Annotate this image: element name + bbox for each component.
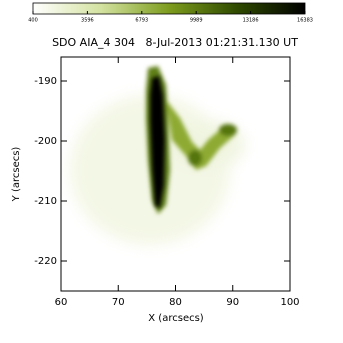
colorbar-tick-label: 6793 xyxy=(135,18,148,24)
x-tick-label: 60 xyxy=(55,297,68,308)
image xyxy=(70,66,245,245)
x-tick-label: 80 xyxy=(169,297,182,308)
colorbar-tick-label: 3596 xyxy=(81,18,94,24)
x-tick-label: 100 xyxy=(280,297,299,308)
chart-title: SDO AIA_4 304 8-Jul-2013 01:21:31.130 UT xyxy=(52,36,298,49)
x-tick-label: 90 xyxy=(226,297,239,308)
y-tick-label: -200 xyxy=(34,136,57,147)
x-axis-label: X (arcsecs) xyxy=(148,313,204,324)
y-axis-label: Y (arcsecs) xyxy=(11,147,22,203)
colorbar-tick-label: 16383 xyxy=(297,18,313,24)
colorbar xyxy=(32,2,306,15)
y-tick-label: -190 xyxy=(34,76,57,87)
colorbar-tick-label: 400 xyxy=(28,18,38,24)
y-tick-label: -210 xyxy=(34,196,57,207)
colorbar-tick-label: 13186 xyxy=(243,18,259,24)
colorbar-tick-label: 9989 xyxy=(190,18,203,24)
y-tick-label: -220 xyxy=(34,256,57,267)
x-tick-label: 70 xyxy=(112,297,125,308)
